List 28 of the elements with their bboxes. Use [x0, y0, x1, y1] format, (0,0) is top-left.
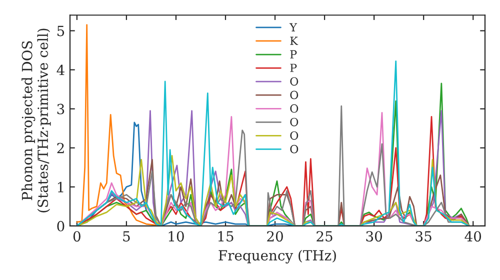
x-tick-label: 20 [267, 231, 283, 242]
x-tick-label: 35 [416, 231, 432, 242]
x-tick-label: 0 [73, 231, 80, 242]
y-tick-label: 2 [57, 142, 64, 154]
y-tick-label: 4 [56, 64, 64, 76]
legend-label: P [290, 64, 297, 72]
y-axis-title: Phonon projected DOS (States/THz·primitive cell) [22, 28, 51, 212]
x-tick-label: 25 [316, 231, 332, 242]
y-tick-label: 5 [57, 26, 64, 36]
y-tick-label: 1 [58, 182, 64, 192]
y-tick-label: 3 [57, 104, 64, 114]
legend-label: O [290, 131, 298, 140]
legend-label: O [290, 144, 298, 154]
legend-label: O [290, 90, 298, 100]
x-tick-label: 40 [464, 231, 482, 242]
legend-label: K [290, 36, 298, 45]
legend-label: Y [289, 23, 298, 32]
line-series [76, 24, 157, 226]
x-axis-title: Frequency (THz) [218, 250, 336, 264]
legend-label: O [290, 118, 298, 126]
x-tick-label: 15 [218, 231, 234, 242]
x-tick-label: 5 [123, 231, 130, 242]
legend-label: P [290, 50, 297, 58]
x-tick-label: 30 [366, 231, 382, 242]
legend-label: O [290, 77, 298, 86]
y-tick-label: 0 [57, 220, 64, 232]
legend-label: O [290, 104, 298, 113]
x-tick-label: 10 [168, 231, 184, 242]
